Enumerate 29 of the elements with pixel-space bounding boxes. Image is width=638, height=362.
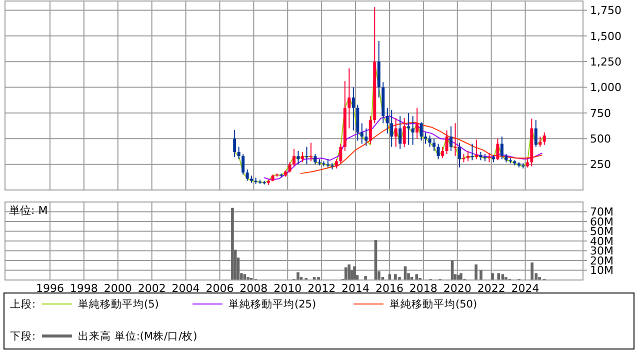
x-tick-label: 2024 — [511, 282, 540, 295]
y-tick-label: 1,500 — [590, 30, 622, 43]
x-tick-label: 2000 — [104, 282, 132, 295]
x-tick-label: 2018 — [409, 282, 438, 295]
x-tick-label: 2020 — [443, 282, 472, 295]
y-tick-label: 1,250 — [590, 55, 622, 68]
annotation: 単位: M — [9, 204, 48, 217]
y-tick-label: 250 — [590, 158, 611, 172]
legend-label: 単純移動平均(50) — [390, 298, 478, 311]
legend-label: 単純移動平均(5) — [78, 298, 159, 311]
legend-title: 上段: — [10, 298, 36, 311]
x-tick-label: 2002 — [138, 282, 166, 295]
y-tick-label: 750 — [590, 106, 611, 120]
legend-label: 出来高 単位:(M株/口/枚) — [78, 330, 198, 343]
x-tick-label: 2010 — [274, 282, 302, 295]
x-tick-label: 1996 — [36, 282, 64, 295]
legend-label: 単純移動平均(25) — [228, 298, 316, 311]
y-tick-label: 500 — [590, 132, 611, 146]
x-tick-label: 2006 — [206, 282, 234, 295]
x-tick-label: 2014 — [342, 282, 370, 295]
x-tick-label: 2016 — [375, 282, 404, 295]
legend-title: 下段: — [10, 330, 36, 343]
x-tick-label: 2022 — [477, 282, 506, 295]
y-tick-label: 1,000 — [590, 81, 622, 94]
x-tick-label: 2012 — [308, 282, 336, 295]
x-tick-label: 2004 — [172, 282, 200, 295]
x-tick-label: 1998 — [70, 282, 98, 295]
y-tick-label: 1,750 — [590, 4, 622, 18]
x-tick-label: 2008 — [240, 282, 268, 295]
